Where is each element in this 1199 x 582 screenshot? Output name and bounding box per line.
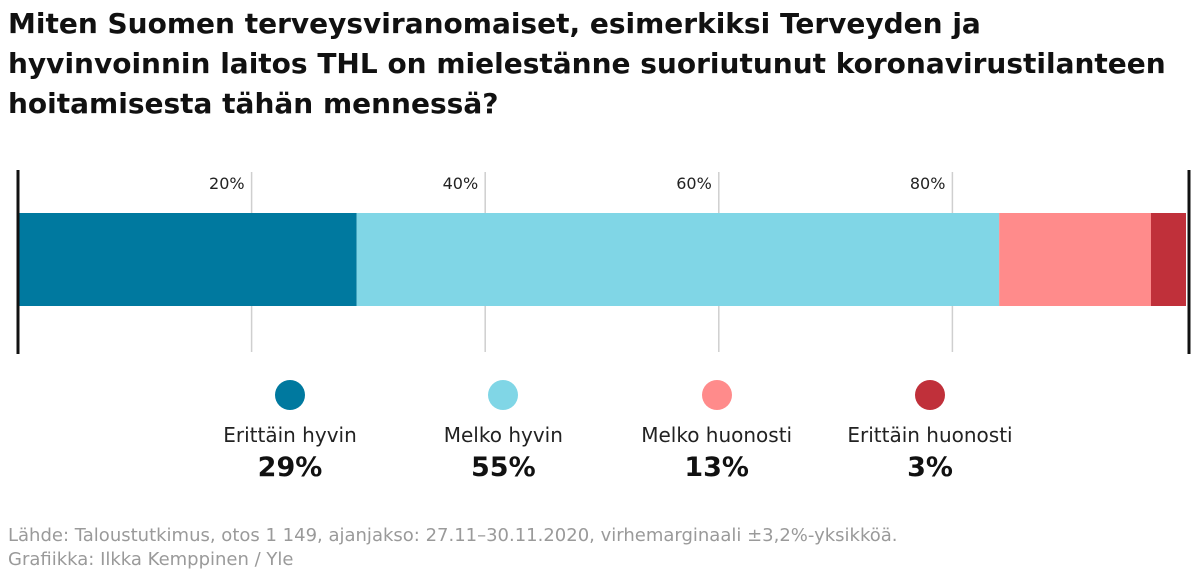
- bar-segment: [18, 213, 357, 306]
- stacked-bar-chart: 20% 40% 60% 80%: [16, 170, 1191, 354]
- tick-label: 60%: [676, 174, 712, 193]
- legend-item-melko-huonosti: Melko huonosti 13%: [617, 380, 817, 483]
- legend-value: 13%: [684, 452, 749, 483]
- legend-value: 55%: [471, 452, 536, 483]
- axis-borders: [16, 170, 1191, 354]
- legend-item-melko-hyvin: Melko hyvin 55%: [403, 380, 603, 483]
- credit-line: Grafiikka: Ilkka Kemppinen / Yle: [8, 549, 294, 570]
- tick-label: 20%: [209, 174, 245, 193]
- tick-label: 40%: [443, 174, 479, 193]
- legend-label: Erittäin hyvin: [223, 423, 357, 447]
- legend-value: 29%: [257, 452, 323, 483]
- legend-swatch: [488, 380, 519, 410]
- tick-label: 80%: [910, 174, 946, 193]
- legend-value: 3%: [907, 452, 953, 483]
- source-line: Lähde: Taloustutkimus, otos 1 149, ajanj…: [8, 525, 898, 546]
- legend-swatch: [914, 380, 945, 410]
- bar-segments: [18, 213, 1186, 306]
- bar-segment: [356, 213, 1000, 306]
- legend-swatch: [275, 380, 305, 410]
- legend: Erittäin hyvin 29% Melko hyvin 55% Melko…: [190, 380, 1030, 483]
- source-note: Lähde: Taloustutkimus, otos 1 149, ajanj…: [8, 524, 898, 572]
- legend-swatch: [701, 380, 732, 410]
- legend-label: Melko huonosti: [641, 423, 793, 447]
- legend-item-erittain-hyvin: Erittäin hyvin 29%: [190, 380, 390, 483]
- bar-segment: [1150, 213, 1186, 306]
- chart-title: Miten Suomen terveysviranomaiset, esimer…: [8, 7, 1166, 120]
- legend-item-erittain-huonosti: Erittäin huonosti 3%: [830, 380, 1030, 483]
- bar-segment: [999, 213, 1151, 306]
- legend-label: Melko hyvin: [443, 423, 563, 447]
- legend-label: Erittäin huonosti: [847, 423, 1013, 447]
